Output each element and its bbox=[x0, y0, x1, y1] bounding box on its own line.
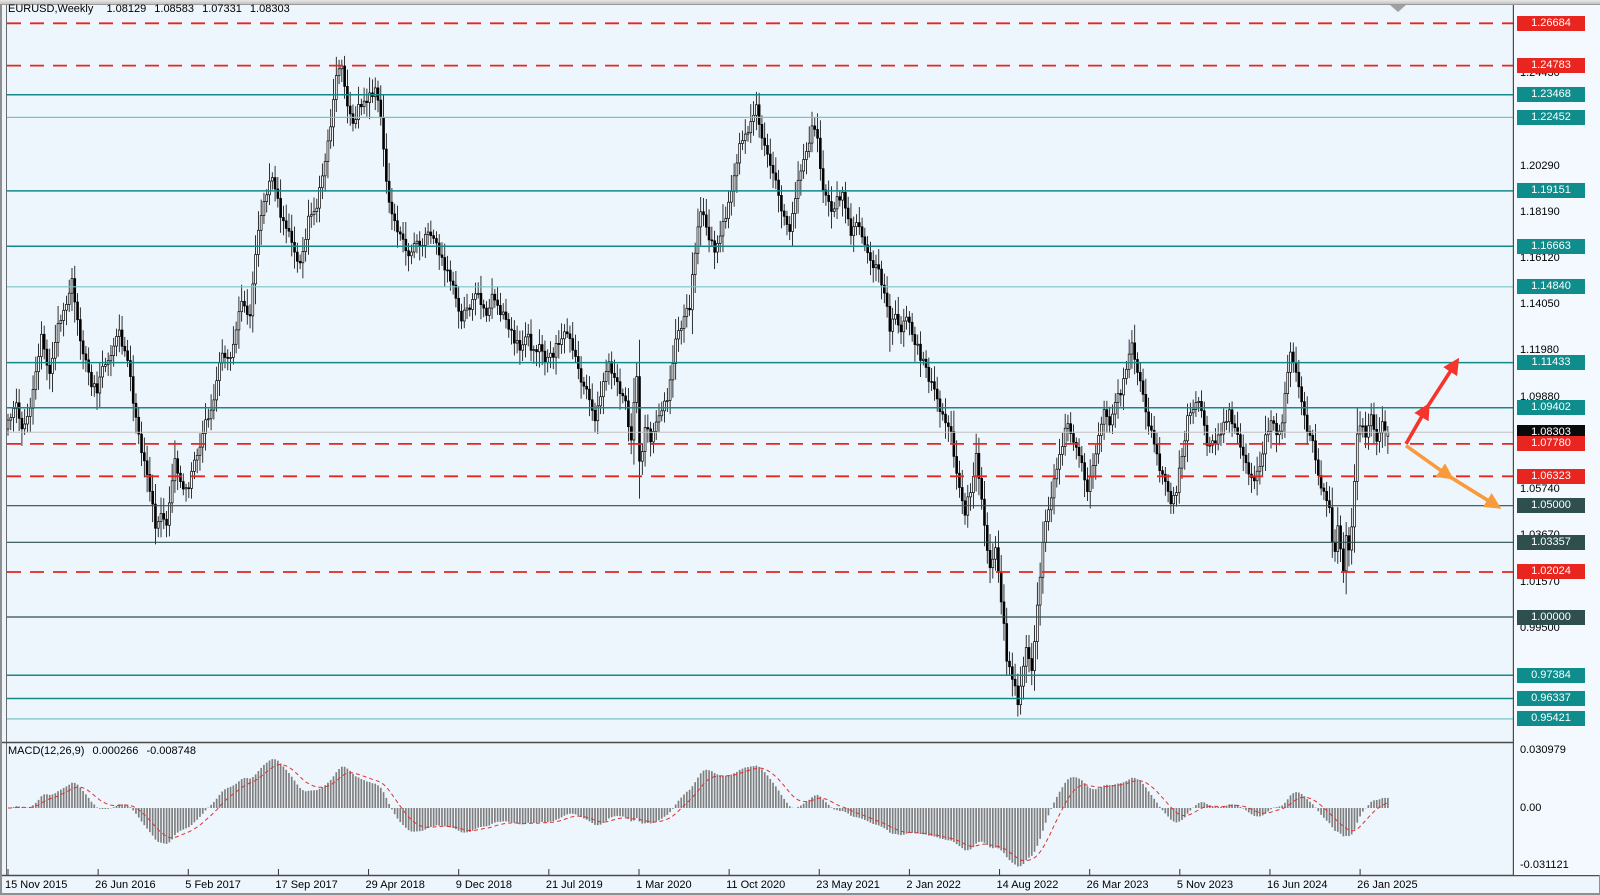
bullish-projection-arrow[interactable] bbox=[1425, 357, 1460, 409]
macd-signal-value: -0.008748 bbox=[146, 745, 196, 757]
bearish-projection-arrow[interactable] bbox=[1448, 474, 1502, 509]
date-axis-label: 29 Apr 2018 bbox=[365, 879, 425, 891]
chart-scrollbar[interactable] bbox=[0, 0, 1600, 5]
price-axis-tick-label: 1.14050 bbox=[1520, 298, 1560, 311]
price-level-label: 1.14840 bbox=[1517, 279, 1585, 295]
price-level-label: 1.11433 bbox=[1517, 355, 1585, 371]
price-level-label: 1.22452 bbox=[1517, 109, 1585, 125]
price-axis-tick-label: 1.05740 bbox=[1520, 483, 1560, 496]
symbol-timeframe-label: EURUSD,Weekly bbox=[8, 3, 94, 15]
price-axis-tick-label: 1.11980 bbox=[1520, 344, 1559, 357]
ohlc-low: 1.07331 bbox=[202, 3, 242, 15]
date-axis-label: 16 Jun 2024 bbox=[1266, 879, 1328, 891]
price-level-label: 1.00000 bbox=[1517, 609, 1585, 625]
projection-arrows[interactable] bbox=[1404, 357, 1502, 509]
price-level-label: 1.02024 bbox=[1517, 564, 1585, 580]
price-level-label: 1.09402 bbox=[1517, 400, 1585, 416]
price-level-label: 1.05000 bbox=[1517, 498, 1585, 514]
date-axis-label: 5 Nov 2023 bbox=[1176, 879, 1234, 891]
date-axis-label: 11 Oct 2020 bbox=[726, 879, 786, 891]
price-level-label: 1.06323 bbox=[1517, 468, 1585, 484]
macd-axis-label: -0.031121 bbox=[1520, 859, 1569, 871]
macd-indicator[interactable] bbox=[8, 759, 1389, 867]
price-axis-tick-label: 0.99500 bbox=[1520, 622, 1560, 635]
date-axis-label: 9 Dec 2018 bbox=[455, 879, 512, 891]
ohlc-high: 1.08583 bbox=[154, 3, 195, 15]
price-axis-tick-label: 1.16120 bbox=[1520, 252, 1560, 265]
bullish-projection-arrow[interactable] bbox=[1404, 402, 1430, 445]
price-level-label: 1.24783 bbox=[1517, 58, 1585, 74]
macd-axis-label: 0.00 bbox=[1520, 802, 1542, 814]
date-axis-label: 1 Mar 2020 bbox=[635, 879, 692, 891]
price-level-label: 1.23468 bbox=[1517, 87, 1585, 103]
date-axis-label: 23 May 2021 bbox=[816, 879, 880, 891]
ohlc-open: 1.08129 bbox=[106, 3, 147, 15]
bearish-projection-arrow[interactable] bbox=[1404, 444, 1454, 480]
macd-axis-label: 0.030979 bbox=[1520, 744, 1566, 756]
price-level-label: 1.16663 bbox=[1517, 238, 1585, 254]
price-axis-tick-label: 1.09880 bbox=[1520, 391, 1560, 404]
macd-name: MACD(12,26,9) bbox=[8, 745, 85, 757]
horizontal-levels bbox=[7, 22, 1513, 720]
macd-signal-line bbox=[8, 763, 1389, 862]
price-axis-tick-label: 1.18190 bbox=[1520, 206, 1560, 219]
macd-label: MACD(12,26,9) 0.000266 -0.008748 bbox=[8, 745, 201, 757]
price-level-label: 1.08303 bbox=[1517, 424, 1585, 440]
date-axis-label: 15 Nov 2015 bbox=[5, 879, 68, 891]
ohlc-close: 1.08303 bbox=[249, 3, 290, 15]
date-axis-label: 26 Mar 2023 bbox=[1086, 879, 1149, 891]
date-axis-label: 5 Feb 2017 bbox=[185, 879, 241, 891]
price-axis-tick-label: 1.20290 bbox=[1520, 159, 1560, 172]
date-axis-label: 26 Jan 2025 bbox=[1357, 879, 1418, 891]
price-level-label: 0.95421 bbox=[1517, 711, 1585, 727]
date-axis-label: 17 Sep 2017 bbox=[275, 879, 338, 891]
chart-title: EURUSD,Weekly 1.08129 1.08583 1.07331 1.… bbox=[8, 3, 295, 15]
price-level-label: 1.26684 bbox=[1517, 15, 1585, 31]
price-level-label: 0.97384 bbox=[1517, 667, 1585, 683]
date-axis-label: 21 Jul 2019 bbox=[545, 879, 603, 891]
price-level-label: 1.19151 bbox=[1517, 183, 1585, 199]
date-axis-label: 2 Jan 2022 bbox=[906, 879, 961, 891]
macd-main-value: 0.000266 bbox=[92, 745, 139, 757]
candlestick-series[interactable] bbox=[7, 55, 1390, 717]
date-axis-label: 14 Aug 2022 bbox=[996, 879, 1059, 891]
price-level-label: 0.96337 bbox=[1517, 691, 1585, 706]
date-axis-label: 26 Jun 2016 bbox=[95, 879, 156, 891]
price-level-label: 1.07780 bbox=[1517, 436, 1585, 452]
chart-shift-marker[interactable] bbox=[1390, 5, 1406, 12]
price-level-label: 1.03357 bbox=[1517, 534, 1585, 550]
